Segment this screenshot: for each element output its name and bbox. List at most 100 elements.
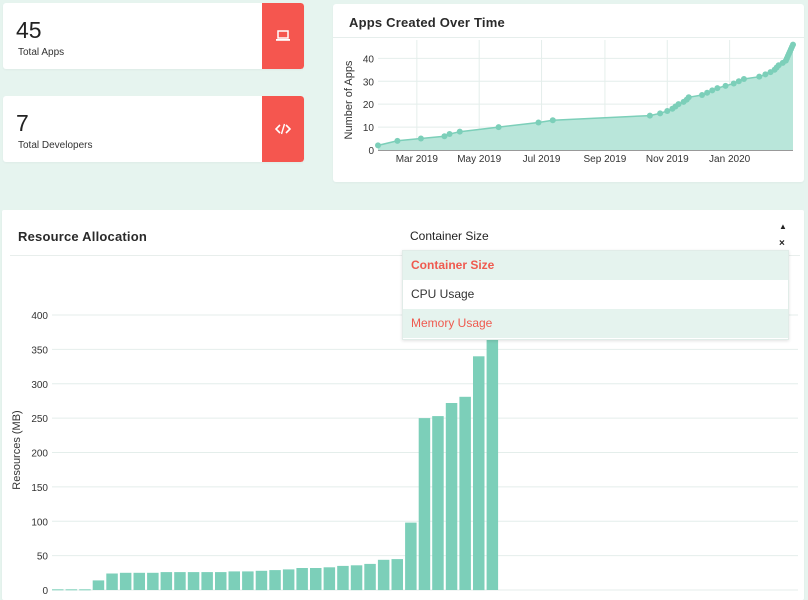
apps-data-point	[699, 92, 706, 98]
resource-bar	[147, 572, 159, 590]
apps-data-point	[375, 142, 381, 149]
apps-data-point	[441, 133, 448, 140]
apps-data-point	[495, 124, 502, 131]
apps-x-tick-label: May 2019	[457, 154, 501, 165]
apps-x-tick-label: Jan 2020	[709, 154, 751, 165]
resource-bar	[486, 337, 499, 590]
apps-x-tick-label: Jul 2019	[523, 154, 561, 165]
resource-bar	[79, 589, 91, 591]
apps-data-point	[762, 71, 769, 78]
resources-y-tick-label: 100	[31, 517, 48, 528]
resource-bar	[377, 559, 390, 591]
resource-bar	[418, 418, 431, 590]
apps-data-point	[664, 108, 671, 115]
apps-data-point	[740, 75, 747, 82]
resource-bar	[106, 573, 118, 590]
resource-bar	[255, 570, 268, 591]
total-developers-icon-box	[262, 96, 304, 162]
resource-bar	[337, 565, 349, 590]
resource-bar	[432, 416, 444, 590]
apps-data-point	[714, 85, 721, 92]
apps-area-fill	[378, 44, 793, 150]
resource-bar	[269, 570, 281, 590]
total-apps-card: 45 Total Apps	[3, 3, 304, 69]
apps-data-point	[756, 73, 763, 80]
apps-y-tick-label: 10	[363, 123, 375, 134]
apps-x-tick-label: Mar 2019	[396, 154, 439, 165]
resources-y-tick-label: 250	[31, 414, 48, 425]
total-apps-value: 45	[16, 17, 42, 43]
resources-y-tick-label: 200	[31, 449, 48, 460]
apps-data-point	[646, 112, 653, 119]
apps-y-tick-label: 0	[368, 146, 374, 157]
apps-x-tick-label: Nov 2019	[646, 154, 689, 165]
laptop-icon	[276, 30, 290, 41]
total-apps-icon-box	[262, 3, 304, 69]
resource-bar	[310, 568, 322, 590]
metric-dropdown-value[interactable]: Container Size	[410, 229, 489, 243]
total-developers-card: 7 Total Developers	[3, 96, 304, 162]
resource-bar	[52, 589, 64, 591]
total-developers-label: Total Developers	[18, 140, 93, 151]
resource-bar	[459, 396, 471, 590]
resource-bar	[160, 572, 173, 590]
apps-data-point	[675, 101, 682, 108]
resource-bar	[201, 572, 213, 590]
apps-y-tick-label: 20	[363, 100, 375, 111]
resource-bar	[323, 567, 336, 590]
resource-bar	[242, 571, 254, 590]
apps-y-tick-label: 40	[363, 54, 375, 65]
dropdown-clear-icon[interactable]: ×	[779, 238, 785, 249]
resources-y-axis-label: Resources (MB)	[11, 410, 23, 489]
apps-data-point	[790, 41, 796, 48]
metric-dropdown-menu: Container Size CPU Usage Memory Usage	[402, 250, 789, 340]
dropdown-option-container-size[interactable]: Container Size	[403, 251, 788, 280]
apps-data-point	[446, 130, 453, 137]
apps-data-point	[704, 89, 711, 96]
apps-data-point	[456, 128, 463, 135]
resources-y-tick-label: 150	[31, 483, 48, 494]
resource-bar	[364, 563, 376, 590]
apps-over-time-title: Apps Created Over Time	[349, 15, 505, 30]
total-developers-value: 7	[16, 110, 29, 136]
dropdown-option-cpu-usage[interactable]: CPU Usage	[403, 280, 788, 309]
resource-bar	[350, 565, 363, 591]
resources-y-tick-label: 0	[42, 586, 48, 597]
resources-y-tick-label: 300	[31, 380, 48, 391]
resource-allocation-title: Resource Allocation	[18, 229, 148, 244]
apps-y-tick-label: 30	[363, 77, 375, 88]
resource-bar	[228, 571, 240, 590]
resource-bar	[92, 580, 105, 590]
apps-x-tick-label: Sep 2019	[584, 154, 627, 165]
code-icon	[275, 123, 291, 135]
resource-bar	[65, 589, 78, 591]
resource-bar	[133, 572, 145, 590]
dropdown-option-memory-usage[interactable]: Memory Usage	[403, 309, 788, 338]
resource-bar	[445, 403, 458, 590]
resource-bar	[119, 572, 132, 590]
apps-data-point	[709, 87, 716, 94]
apps-data-point	[730, 80, 737, 87]
resource-bar	[405, 522, 417, 590]
dropdown-arrow-up-icon[interactable]: ▲	[779, 222, 787, 231]
resource-bar	[296, 568, 308, 590]
total-apps-label: Total Apps	[18, 47, 65, 58]
apps-over-time-title-divider	[333, 37, 804, 38]
apps-data-point	[394, 137, 401, 144]
apps-y-axis-label: Number of Apps	[343, 60, 355, 139]
resource-bar	[174, 572, 186, 590]
resource-bar	[215, 572, 227, 590]
apps-data-point	[685, 94, 692, 101]
resources-y-tick-label: 50	[37, 552, 49, 563]
apps-data-point	[417, 135, 424, 142]
apps-over-time-chart: 0 10 20 30 40 Mar 2019 May 2019 Jul 2019 Sep 20…	[343, 40, 796, 165]
resource-bar	[187, 572, 200, 590]
apps-data-point	[535, 119, 542, 126]
apps-data-point	[735, 78, 742, 85]
resource-bar	[473, 356, 485, 591]
apps-data-point	[549, 117, 556, 124]
resource-bar	[391, 559, 403, 590]
resource-bar	[282, 569, 295, 590]
apps-data-point	[722, 82, 729, 89]
